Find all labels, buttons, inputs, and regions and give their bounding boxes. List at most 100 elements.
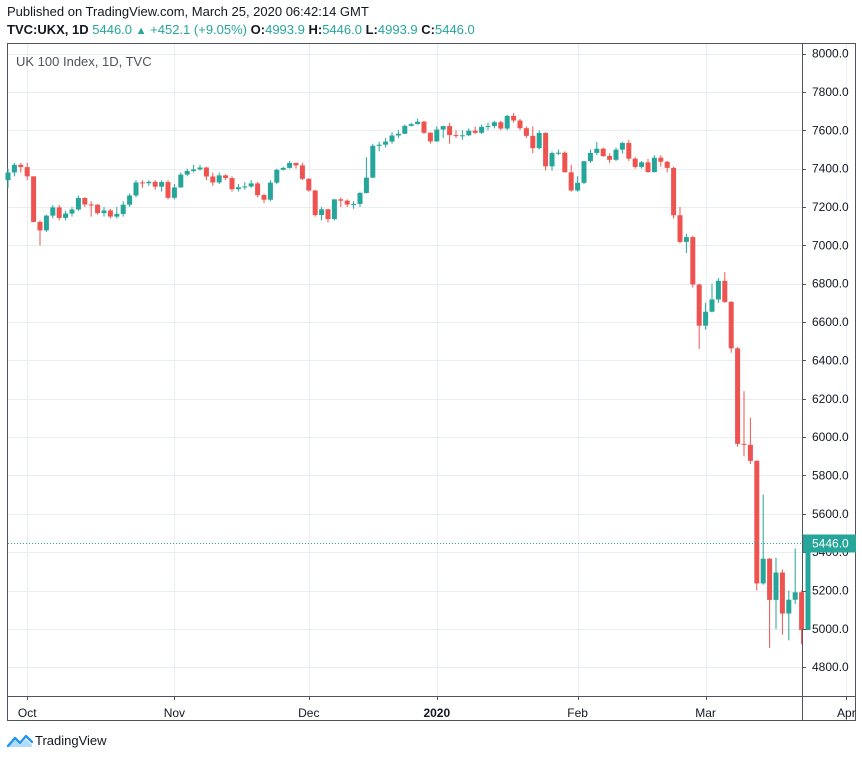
tradingview-brand-label: TradingView [35,733,107,748]
candles [5,113,811,649]
candle-body [754,460,760,584]
candle [741,391,747,457]
candle [274,168,280,184]
candle-body [95,204,101,214]
candle-body [747,444,753,461]
candle-body [703,311,709,326]
candle-body [331,199,337,220]
candle [18,162,24,173]
y-tick-label: 5800.0 [812,468,849,482]
x-tick-label: Dec [298,706,319,720]
close-label: C: [421,22,435,37]
candle [280,166,286,171]
candle [191,164,197,173]
candle-body [210,176,216,183]
candle [747,417,753,464]
candle-body [402,125,408,134]
candle-body [287,162,293,168]
candle [43,214,49,232]
candle [363,157,369,194]
candle [415,118,421,125]
y-tick-label: 7800.0 [812,85,849,99]
candle [146,180,152,186]
candle-body [56,207,62,218]
candle [56,205,62,221]
candle-body [459,135,465,137]
candle [562,151,568,173]
high-label: H: [308,22,323,37]
candle [293,162,299,169]
price-axis[interactable]: 4800.05000.05200.05400.05600.05800.06000… [802,47,849,675]
candle-body [184,170,190,175]
candle-body [594,148,600,153]
candle [331,199,337,221]
price-change: +452.1 (+9.05%) [150,22,248,37]
candle-body [114,213,120,217]
candle-body [357,193,363,204]
candle-body [683,237,689,242]
last-price: 5446.0 [92,22,133,37]
candle-body [523,128,529,136]
candle [95,204,101,215]
candle-body [600,148,606,156]
candle [479,124,485,135]
candle [63,210,69,221]
candle [344,199,350,207]
candle [370,143,376,179]
candle-body [786,599,792,614]
candle-body [658,157,664,162]
candle-body [440,126,446,130]
candle [178,172,184,188]
candle-body [479,126,485,133]
candle [613,147,619,161]
candle-body [299,165,305,179]
candle-body [664,161,670,168]
candle [325,208,331,223]
candle-body [24,167,30,177]
candle [575,176,581,192]
candle-body [779,572,785,614]
candle [101,207,107,217]
candle [587,149,593,163]
y-tick-label: 6200.0 [812,392,849,406]
candle-body [799,592,805,631]
candle-body [50,207,56,216]
candle-body [760,558,766,584]
candle-body [555,152,561,154]
candle [440,126,446,138]
candle [498,120,504,131]
candle [216,172,222,184]
candle-body [351,203,357,205]
time-axis[interactable]: Oct Nov Dec 2020 Feb Mar Apr [18,696,856,720]
y-tick-label: 8000.0 [812,47,849,61]
candle [287,160,293,169]
candle-body [690,237,696,285]
candle-body [395,133,401,136]
candle [261,193,267,204]
candle [651,155,657,173]
chart-title: UK 100 Index, 1D, TVC [16,54,152,69]
candle-body [498,122,504,129]
candle [767,557,773,649]
candle [427,132,433,144]
symbol-label[interactable]: TVC:UKX, 1D [7,22,89,37]
candle-body [639,162,645,167]
candle-body [267,182,273,200]
candle-body [632,158,638,167]
tradingview-brand[interactable]: TradingView [7,733,107,748]
candle [376,141,382,152]
candle-body [511,115,517,121]
y-tick-label: 7600.0 [812,123,849,137]
candle [107,208,113,219]
candle-body [37,221,43,231]
candle [152,180,158,190]
candle-body [626,142,632,159]
x-tick-label: Apr [837,706,856,720]
candle-body [63,213,69,218]
y-tick-label: 7200.0 [812,200,849,214]
candle-body [408,124,414,126]
candle-body [319,209,325,216]
candle [171,183,177,200]
candle [805,543,811,631]
